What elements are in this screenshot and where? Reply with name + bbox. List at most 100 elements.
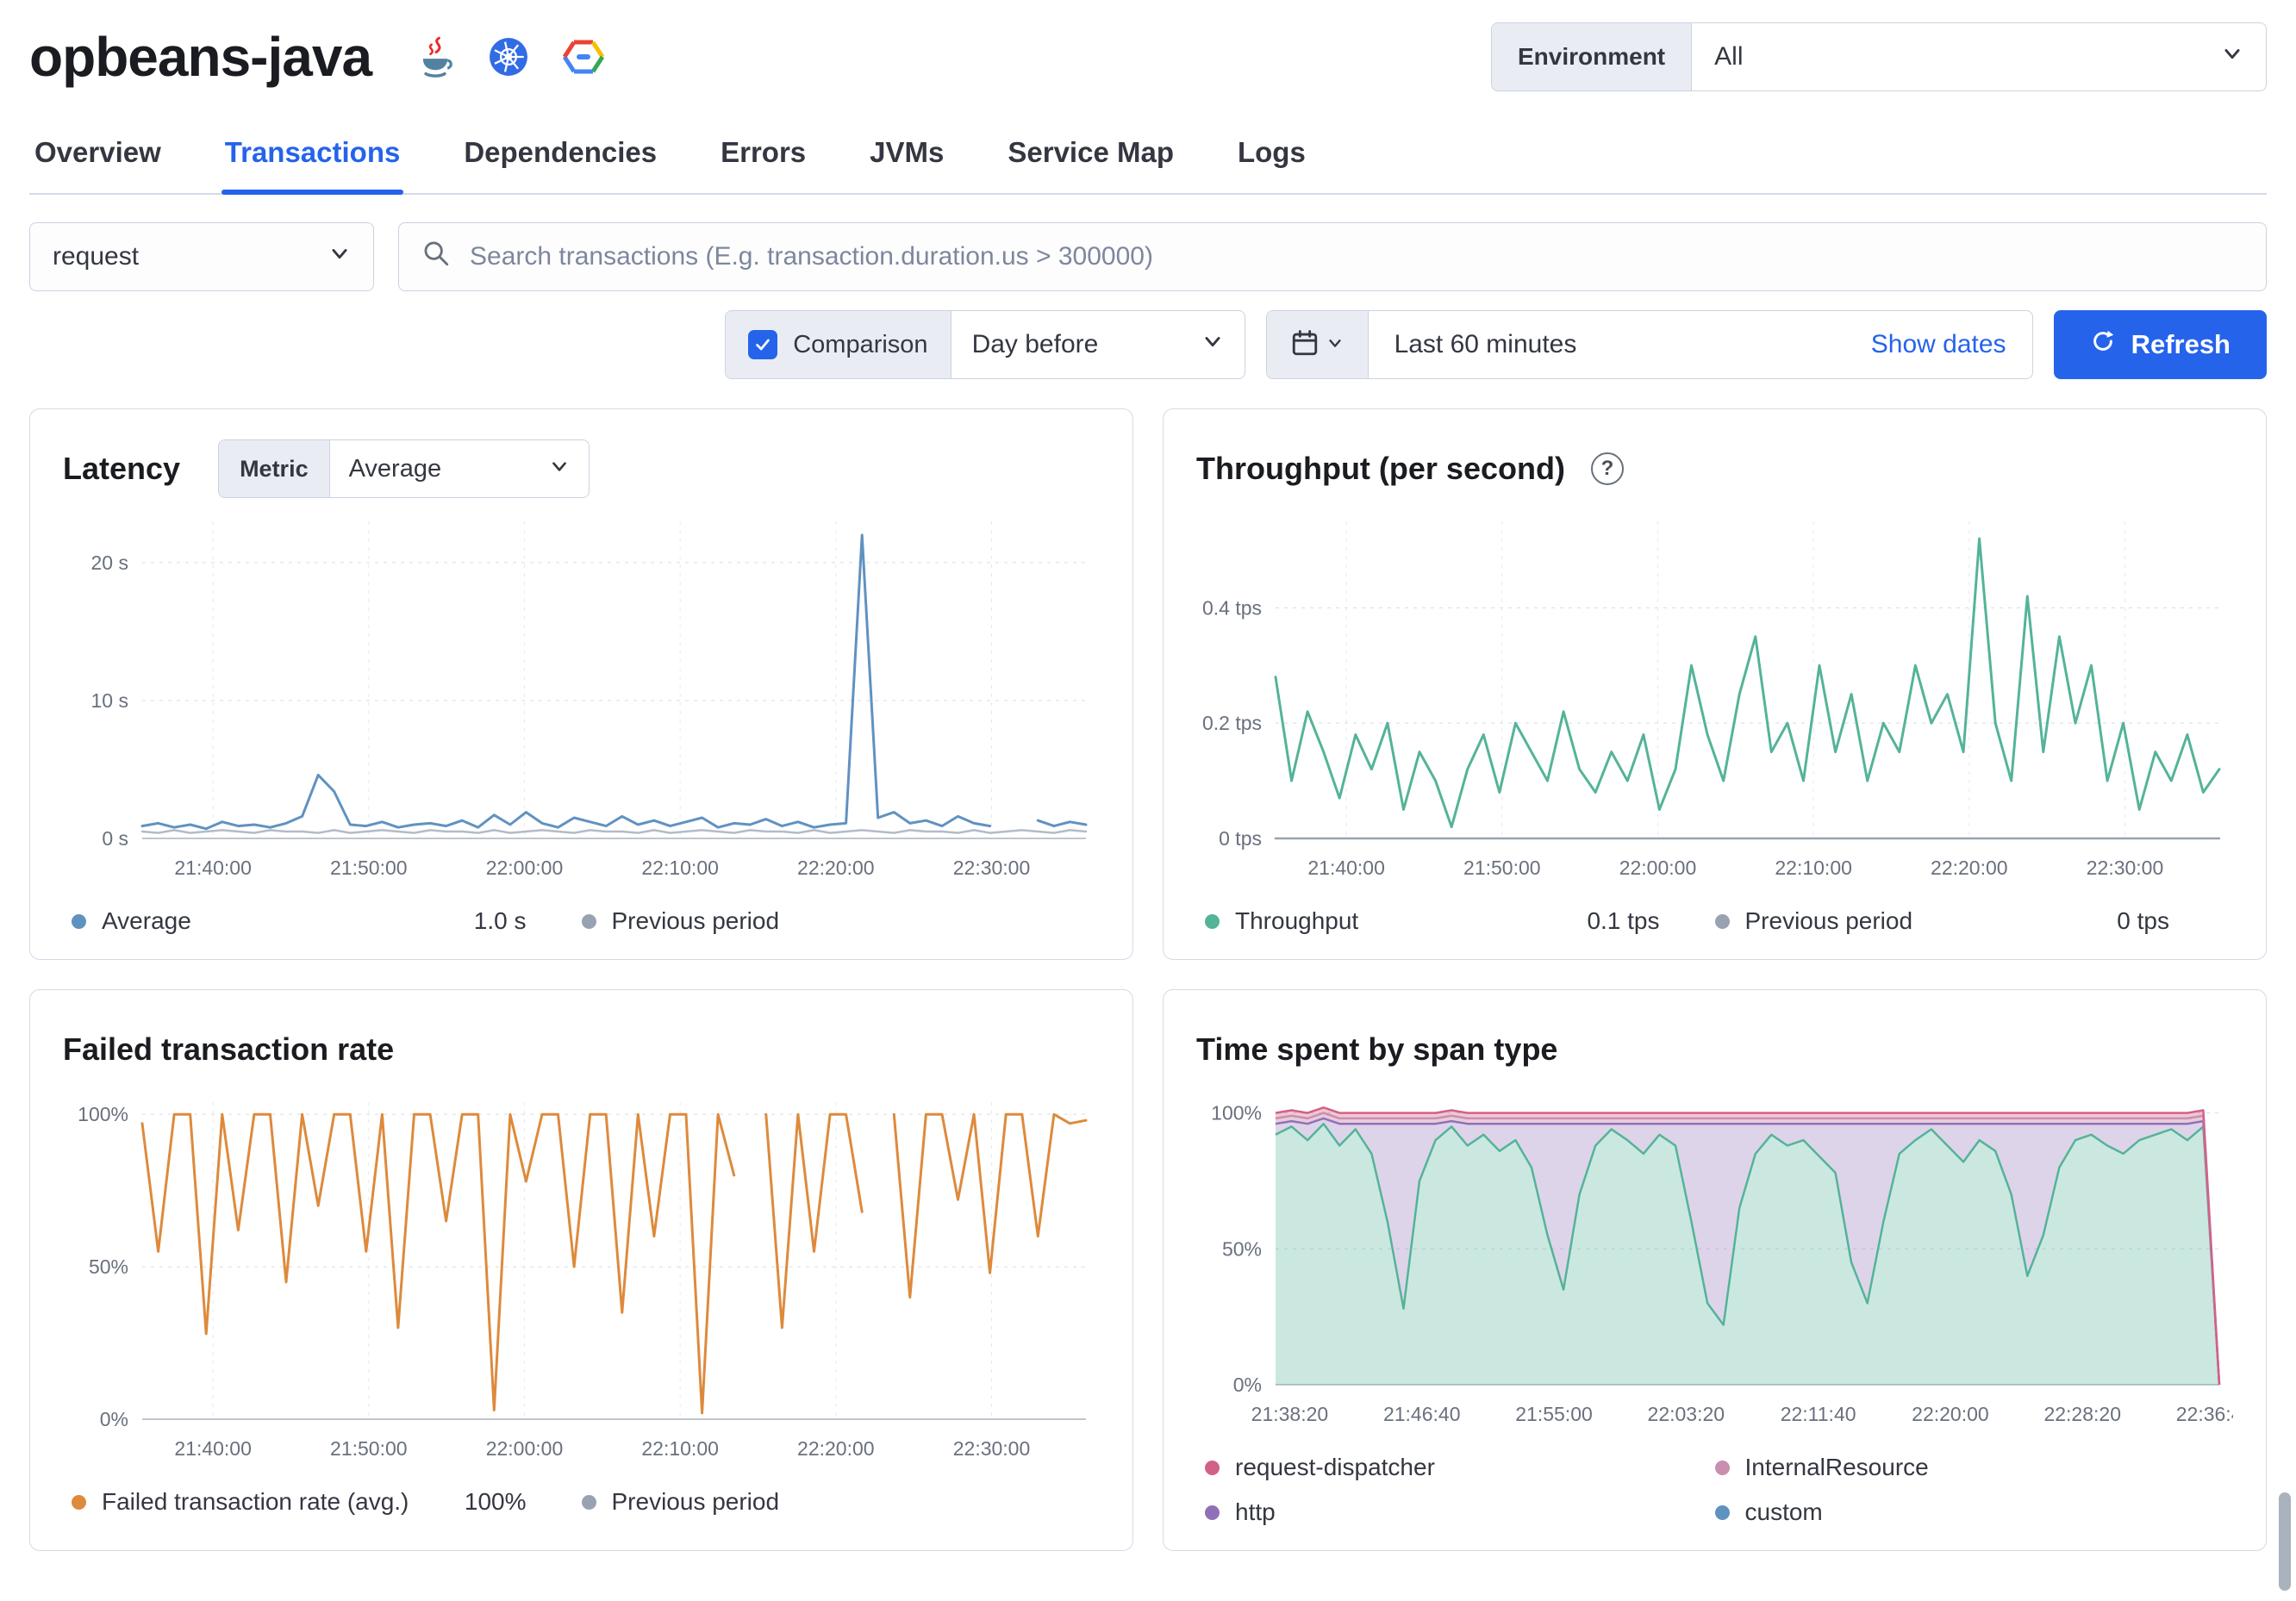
chevron-down-icon bbox=[2221, 42, 2243, 72]
latency-metric-value: Average bbox=[348, 454, 442, 483]
chevron-down-icon bbox=[328, 242, 351, 271]
kubernetes-icon bbox=[489, 37, 528, 77]
tab-service-map[interactable]: Service Map bbox=[1008, 136, 1174, 168]
svg-text:21:38:20: 21:38:20 bbox=[1251, 1403, 1329, 1425]
legend-value: 0.1 tps bbox=[1587, 907, 1660, 934]
failed-rate-panel-title: Failed transaction rate bbox=[63, 1031, 395, 1067]
comparison-checkbox[interactable]: Comparison bbox=[726, 311, 951, 378]
legend-dot bbox=[72, 913, 86, 929]
svg-text:22:30:00: 22:30:00 bbox=[953, 1437, 1031, 1460]
latency-chart[interactable]: 21:40:00 21:50:00 22:00:00 22:10:00 22:20:00… bbox=[63, 506, 1100, 885]
search-box bbox=[398, 222, 2267, 291]
legend-dot bbox=[1205, 913, 1220, 929]
svg-text:22:30:00: 22:30:00 bbox=[2087, 857, 2164, 879]
legend-label: request-dispatcher bbox=[1235, 1454, 1435, 1480]
legend-dot bbox=[1205, 1504, 1220, 1520]
legend-item-throughput[interactable]: Throughput 0.1 tps bbox=[1205, 907, 1715, 935]
throughput-panel-title: Throughput (per second) bbox=[1196, 451, 1565, 486]
legend-item-http[interactable]: http bbox=[1205, 1498, 1715, 1526]
tab-jvms[interactable]: JVMs bbox=[870, 136, 945, 168]
svg-text:0.4 tps: 0.4 tps bbox=[1202, 596, 1262, 619]
legend-value: 1.0 s bbox=[473, 907, 527, 934]
legend-dot bbox=[72, 1494, 86, 1510]
legend-dot bbox=[1205, 1460, 1220, 1475]
svg-text:22:00:00: 22:00:00 bbox=[1619, 857, 1697, 879]
legend-item-previous-period[interactable]: Previous period bbox=[581, 1488, 1092, 1516]
latency-metric-control: Metric Average bbox=[218, 439, 590, 498]
legend-item-request-dispatcher[interactable]: request-dispatcher bbox=[1205, 1454, 1715, 1481]
legend-label: InternalResource bbox=[1744, 1454, 1929, 1480]
tab-overview[interactable]: Overview bbox=[34, 136, 161, 168]
page-title: opbeans-java bbox=[29, 26, 372, 88]
svg-text:21:40:00: 21:40:00 bbox=[1307, 857, 1385, 879]
calendar-icon bbox=[1290, 328, 1320, 362]
service-tabs: Overview Transactions Dependencies Errors JV… bbox=[29, 121, 2267, 195]
svg-text:21:40:00: 21:40:00 bbox=[174, 1437, 252, 1460]
legend-dot bbox=[1714, 1460, 1730, 1475]
svg-text:21:55:00: 21:55:00 bbox=[1515, 1403, 1593, 1425]
legend-value: 0 tps bbox=[2117, 907, 2169, 934]
search-input[interactable] bbox=[468, 241, 2243, 272]
timespent-chart[interactable]: 21:38:20 21:46:40 21:55:00 22:03:20 22:11:40… bbox=[1196, 1087, 2233, 1431]
legend-item-custom[interactable]: custom bbox=[1714, 1498, 2225, 1526]
svg-text:0 s: 0 s bbox=[102, 827, 128, 850]
svg-text:100%: 100% bbox=[78, 1103, 128, 1125]
java-icon bbox=[416, 36, 454, 78]
svg-text:22:10:00: 22:10:00 bbox=[641, 1437, 719, 1460]
failed-rate-panel: Failed transaction rate 21:40:00 21:50:00… bbox=[29, 989, 1133, 1551]
latency-legend: Average 1.0 s Previous period bbox=[63, 907, 1100, 935]
search-icon bbox=[421, 239, 451, 275]
legend-label: Previous period bbox=[611, 907, 780, 934]
svg-text:100%: 100% bbox=[1211, 1102, 1262, 1124]
svg-text:22:28:20: 22:28:20 bbox=[2043, 1403, 2121, 1425]
metric-label: Metric bbox=[219, 440, 330, 497]
svg-text:22:20:00: 22:20:00 bbox=[1912, 1403, 1989, 1425]
environment-control: Environment All bbox=[1491, 22, 2267, 91]
legend-item-failed-transaction-rate-avg[interactable]: Failed transaction rate (avg.) 100% bbox=[72, 1488, 582, 1516]
legend-label: Throughput bbox=[1235, 907, 1359, 934]
failed-rate-chart[interactable]: 21:40:00 21:50:00 22:00:00 22:10:00 22:20:00… bbox=[63, 1087, 1100, 1466]
service-icons bbox=[416, 36, 605, 78]
svg-text:20 s: 20 s bbox=[91, 551, 128, 574]
transaction-type-select[interactable]: request bbox=[29, 222, 374, 291]
charts-grid: Latency Metric Average 21:40:00 21:50:00 2… bbox=[29, 408, 2267, 1575]
timespent-legend: request-dispatcher InternalResource http cu… bbox=[1196, 1454, 2233, 1526]
legend-label: custom bbox=[1744, 1498, 1823, 1525]
legend-label: Previous period bbox=[1744, 907, 1913, 934]
svg-text:21:46:40: 21:46:40 bbox=[1383, 1403, 1461, 1425]
legend-dot bbox=[1714, 1504, 1730, 1520]
legend-item-average[interactable]: Average 1.0 s bbox=[72, 907, 582, 935]
legend-item-previous-period[interactable]: Previous period bbox=[581, 907, 1092, 935]
latency-metric-select[interactable]: Average bbox=[330, 440, 589, 497]
throughput-chart[interactable]: 21:40:00 21:50:00 22:00:00 22:10:00 22:20:00… bbox=[1196, 506, 2233, 885]
legend-item-previous-period[interactable]: Previous period 0 tps bbox=[1714, 907, 2225, 935]
tab-logs[interactable]: Logs bbox=[1237, 136, 1306, 168]
filter-row: request bbox=[29, 222, 2267, 291]
svg-text:22:30:00: 22:30:00 bbox=[953, 857, 1031, 879]
time-range-control[interactable]: Last 60 minutes Show dates bbox=[1369, 311, 2032, 378]
tab-transactions[interactable]: Transactions bbox=[221, 121, 404, 195]
show-dates-link[interactable]: Show dates bbox=[1870, 330, 2006, 358]
comparison-period-value: Day before bbox=[971, 330, 1099, 358]
legend-dot bbox=[581, 913, 596, 929]
help-icon[interactable]: ? bbox=[1590, 452, 1624, 485]
gcp-icon bbox=[563, 38, 605, 76]
svg-text:0.2 tps: 0.2 tps bbox=[1202, 712, 1262, 734]
refresh-button[interactable]: Refresh bbox=[2053, 310, 2267, 379]
calendar-button[interactable] bbox=[1266, 311, 1369, 378]
tab-errors[interactable]: Errors bbox=[721, 136, 807, 168]
legend-label: http bbox=[1235, 1498, 1276, 1525]
environment-select[interactable]: All bbox=[1692, 23, 2266, 90]
legend-item-internalresource[interactable]: InternalResource bbox=[1714, 1454, 2225, 1481]
environment-value: All bbox=[1714, 42, 1744, 71]
page-scrollbar[interactable] bbox=[2279, 1492, 2291, 1591]
tab-dependencies[interactable]: Dependencies bbox=[464, 136, 658, 168]
svg-text:21:40:00: 21:40:00 bbox=[174, 857, 252, 879]
toolbar-row: Comparison Day before bbox=[29, 310, 2267, 379]
timespent-panel-title: Time spent by span type bbox=[1196, 1031, 1558, 1067]
legend-label: Previous period bbox=[611, 1488, 780, 1515]
comparison-period-select[interactable]: Day before bbox=[951, 311, 1245, 378]
latency-panel-title: Latency bbox=[63, 451, 181, 486]
svg-text:22:00:00: 22:00:00 bbox=[486, 1437, 564, 1460]
